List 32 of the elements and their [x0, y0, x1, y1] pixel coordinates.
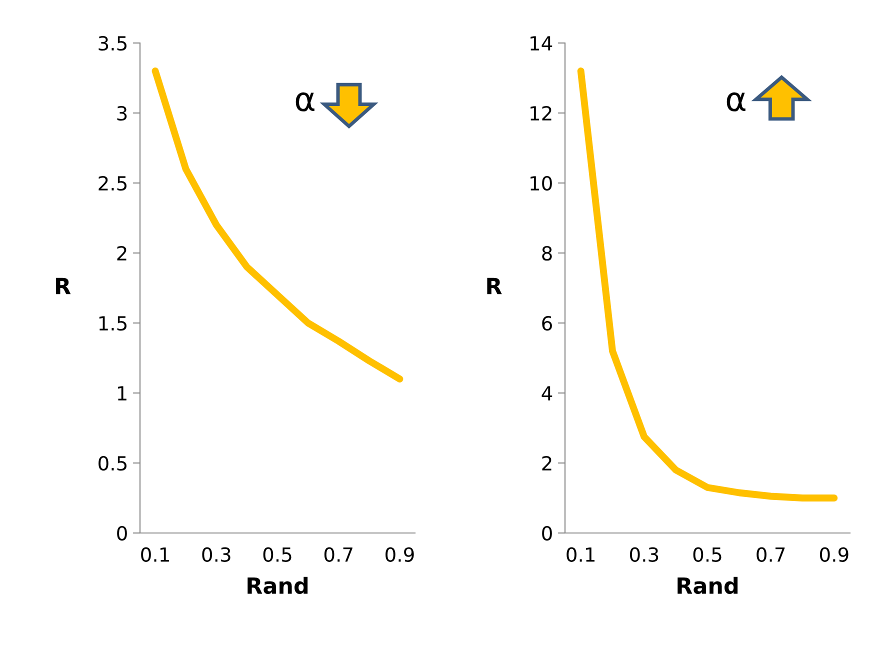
y-tick-label: 1 [118, 386, 126, 400]
y-axis-title: R [56, 278, 71, 294]
x-tick-label: 0.7 [756, 547, 785, 562]
y-tick-label: 8 [542, 246, 552, 261]
x-tick-label: 0.5 [263, 547, 292, 562]
y-tick-label: 6 [542, 316, 552, 331]
y-tick-label: 0 [542, 526, 552, 541]
x-tick-label: 0.1 [141, 547, 169, 562]
y-tick-label: 4 [542, 386, 552, 400]
y-tick-label: 1.5 [99, 316, 126, 331]
y-tick-label: 2.5 [98, 176, 126, 191]
y-tick-label: 0 [117, 526, 127, 541]
x-tick-label: 0.5 [693, 547, 722, 562]
y-tick-label: 3.5 [98, 36, 126, 51]
x-axis-title: Rand [248, 576, 308, 594]
y-tick-label: 2 [542, 456, 552, 470]
y-tick-label: 2 [117, 246, 126, 260]
x-tick-label: 0.9 [820, 547, 848, 562]
y-tick-label: 10 [530, 176, 552, 191]
x-tick-label: 0.1 [566, 547, 594, 562]
annotation: α [726, 92, 746, 112]
y-tick-label: 12 [530, 106, 552, 120]
x-axis-title: Rand [678, 576, 738, 594]
x-tick-label: 0.3 [202, 547, 230, 562]
y-tick-label: 3 [117, 106, 127, 121]
y-axis-title: R [487, 278, 502, 294]
y-tick-label: 0.5 [98, 456, 126, 471]
annotation: α [296, 92, 314, 112]
y-tick-label: 14 [530, 36, 552, 50]
x-tick-label: 0.9 [386, 547, 414, 562]
x-tick-label: 0.7 [324, 547, 352, 562]
x-tick-label: 0.3 [630, 547, 658, 562]
